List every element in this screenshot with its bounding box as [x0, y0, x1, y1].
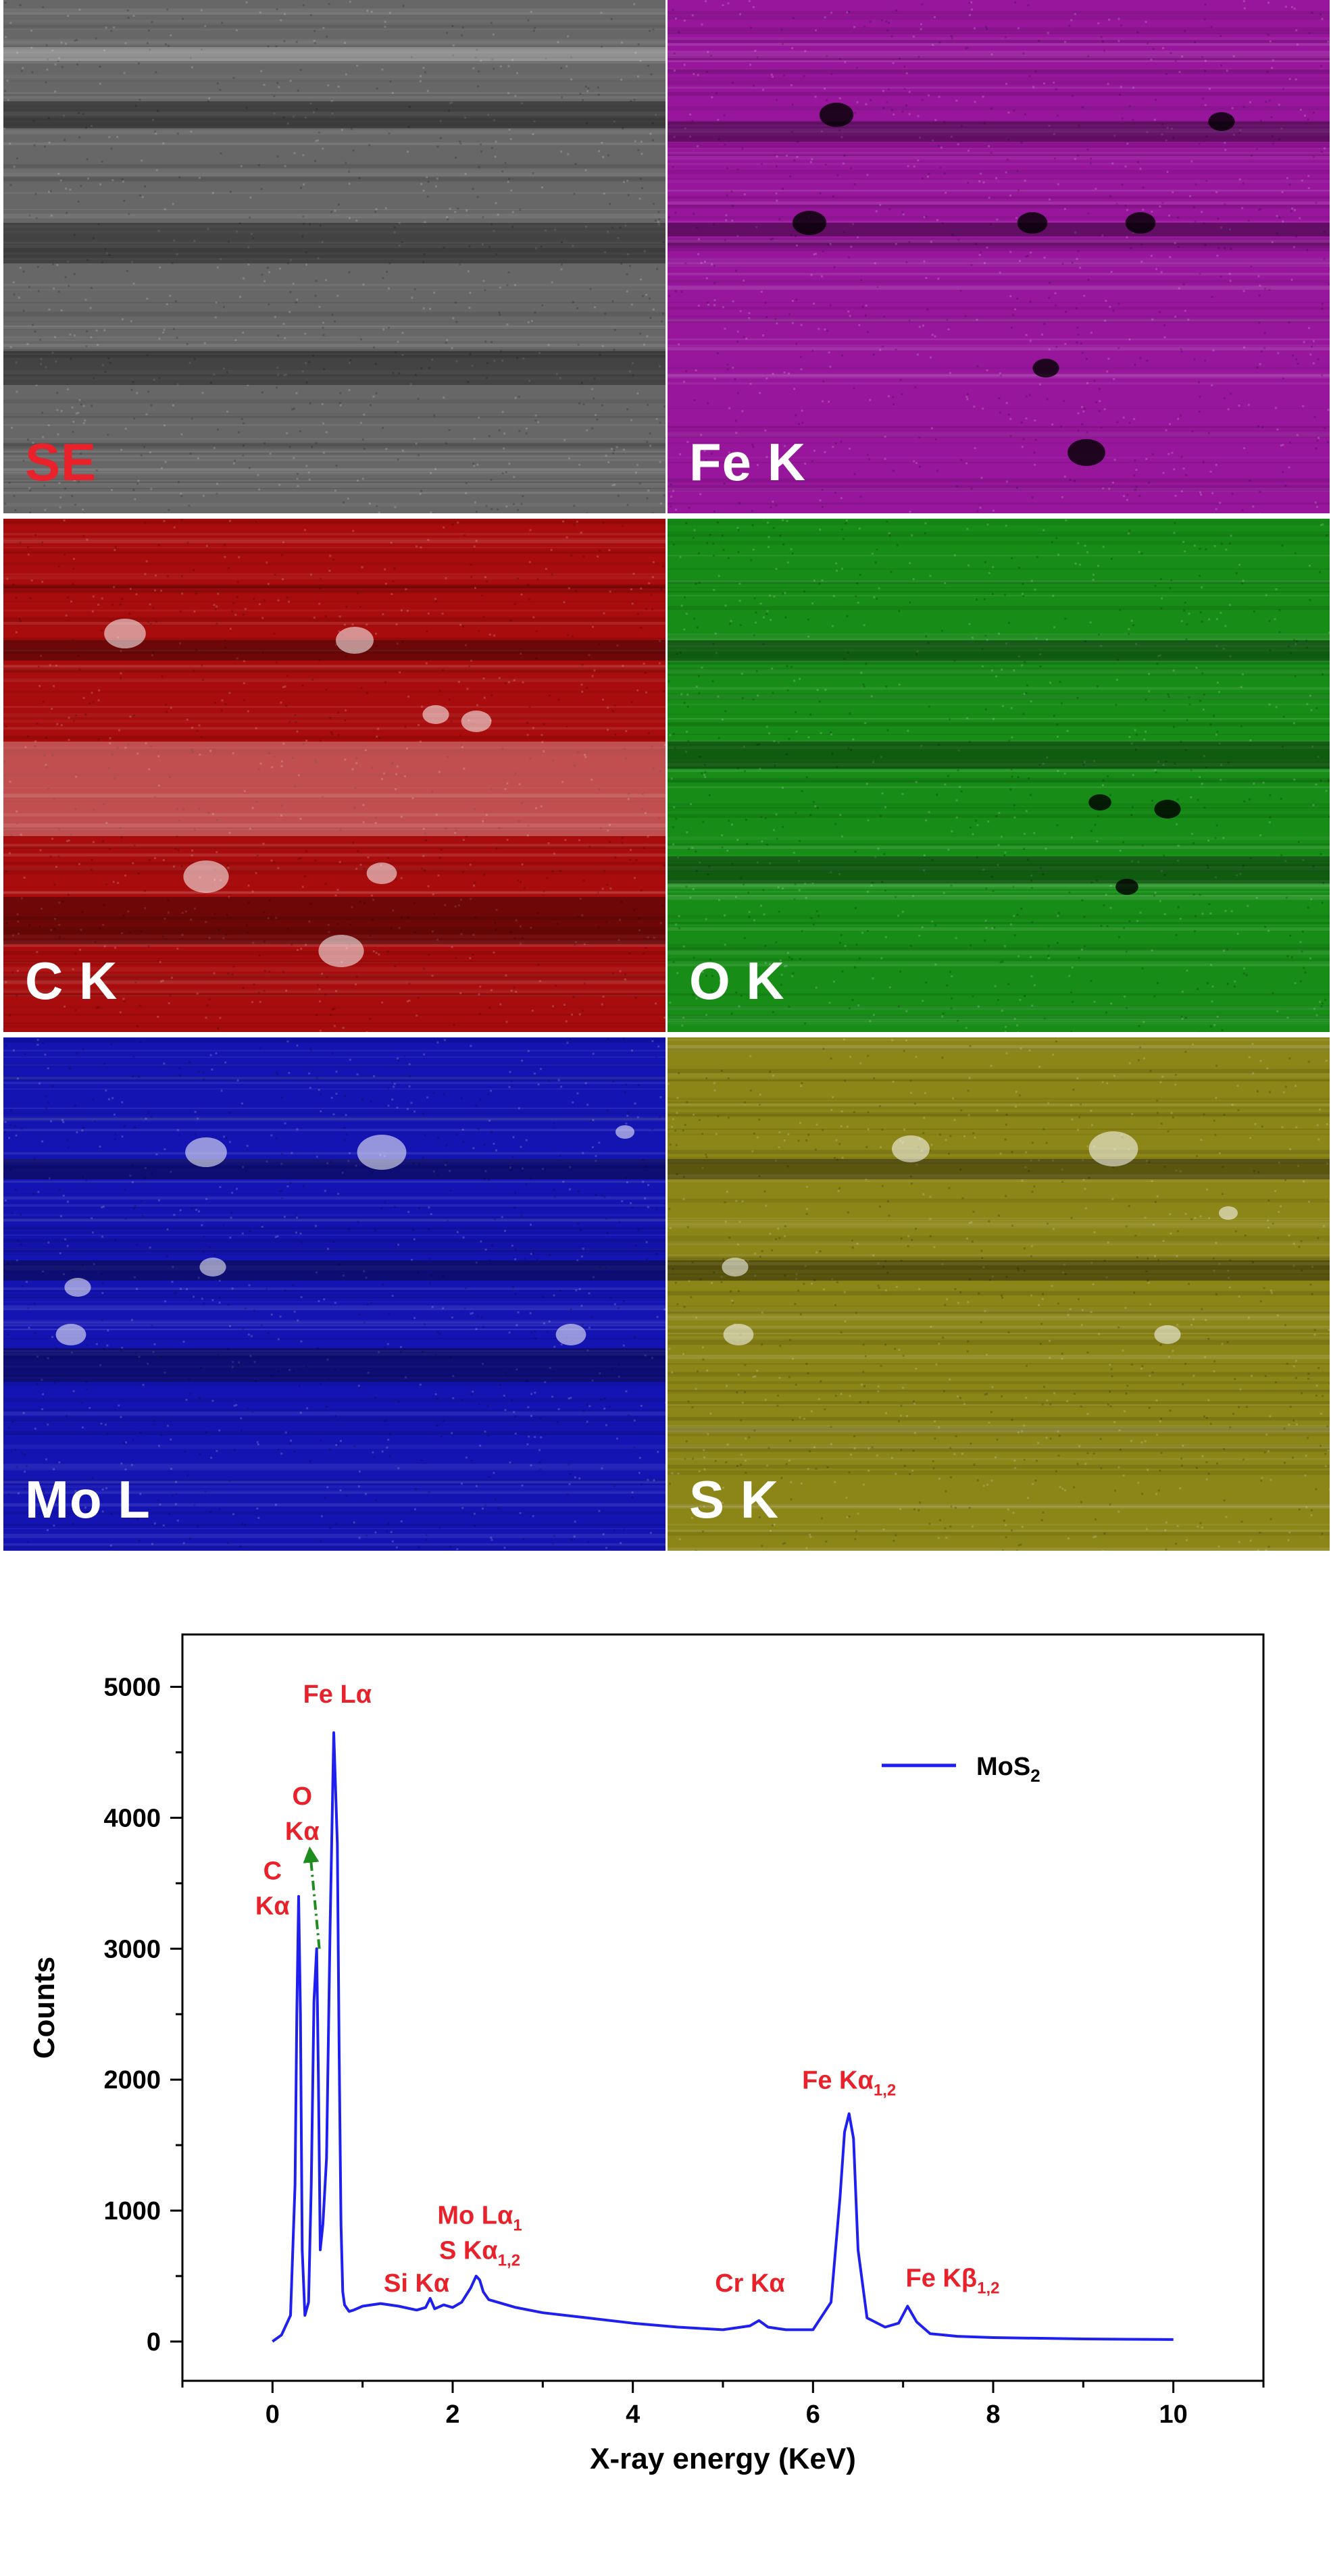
x-tick-label: 0 — [266, 2400, 280, 2429]
c-map-panel: C K — [3, 519, 666, 1032]
spectrum-plot: 0 2 4 6 8 10 0 1000 2000 3000 4000 5000 X-ray energy… — [0, 1574, 1331, 2573]
annotation-text: O — [293, 1782, 313, 1811]
o-map-panel: O K — [668, 519, 1330, 1032]
annotation-si-ka: Si Kα — [384, 2269, 449, 2298]
annotation-text: Cr Kα — [715, 2269, 785, 2298]
legend: MoS2 — [882, 1753, 1040, 1786]
y-tick-label: 4000 — [103, 1804, 161, 1832]
fe-label: Fe K — [689, 432, 806, 493]
x-tick-label: 8 — [986, 2400, 1000, 2429]
annotation-fe-la: Fe Lα — [303, 1680, 372, 1709]
se-image — [3, 0, 666, 513]
annotation-text: Si Kα — [384, 2269, 449, 2298]
y-tick-label: 1000 — [103, 2197, 161, 2225]
y-axis-label: Counts — [28, 1957, 61, 2059]
fe-map-panel: Fe K — [668, 0, 1330, 513]
series-line-mos2 — [272, 1732, 1173, 2341]
eds-spectrum-chart: 0 2 4 6 8 10 0 1000 2000 3000 4000 5000 X-ray energy… — [0, 1574, 1331, 2573]
o-peak-arrow — [310, 1855, 319, 1949]
x-tick-label: 10 — [1159, 2400, 1188, 2429]
c-label: C K — [25, 950, 118, 1012]
elemental-map-grid: SE Fe K C K O K Mo L S K — [0, 0, 1331, 1553]
annotation-text: C — [263, 1857, 282, 1886]
s-label: S K — [689, 1469, 779, 1530]
mo-label: Mo L — [25, 1469, 151, 1530]
y-tick-label: 2000 — [103, 2066, 161, 2094]
annotation-text: Mo Lα1 — [437, 2201, 522, 2234]
legend-label: MoS2 — [976, 1753, 1040, 1786]
annotation-fe-kb: Fe Kβ1,2 — [906, 2264, 1000, 2297]
x-tick-label: 2 — [445, 2400, 459, 2429]
annotation-text: Fe Lα — [303, 1680, 372, 1709]
o-label: O K — [689, 950, 785, 1012]
annotation-fe-ka: Fe Kα1,2 — [802, 2067, 896, 2100]
annotation-text: S Kα1,2 — [439, 2236, 520, 2269]
annotation-o-ka: O Kα — [285, 1782, 320, 1846]
y-tick-label: 5000 — [103, 1674, 161, 1702]
y-tick-label: 0 — [147, 2328, 161, 2356]
se-image-panel: SE — [3, 0, 666, 513]
s-map-panel: S K — [668, 1037, 1330, 1551]
y-tick-label: 3000 — [103, 1935, 161, 1963]
annotation-cr-ka: Cr Kα — [715, 2269, 785, 2298]
mo-map-panel: Mo L — [3, 1037, 666, 1551]
annotation-text: Kα — [285, 1818, 320, 1846]
x-axis-label: X-ray energy (KeV) — [590, 2442, 856, 2475]
annotation-text: Fe Kα1,2 — [802, 2067, 896, 2100]
x-tick-label: 6 — [806, 2400, 820, 2429]
se-label: SE — [25, 432, 97, 493]
annotation-c-ka: C Kα — [255, 1857, 290, 1921]
annotation-text: Fe Kβ1,2 — [906, 2264, 1000, 2297]
annotation-text: Kα — [255, 1892, 290, 1921]
x-tick-label: 4 — [626, 2400, 640, 2429]
